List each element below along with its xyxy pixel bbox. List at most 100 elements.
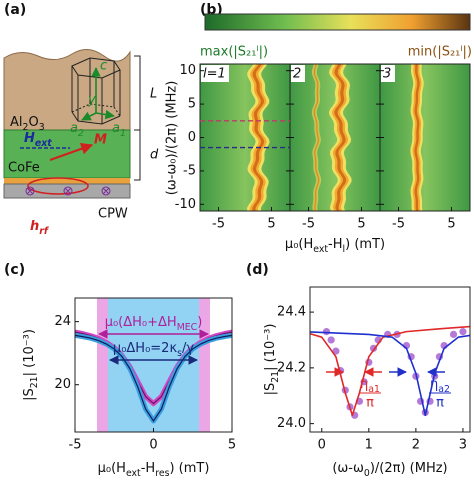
- x-tick-label: 2: [412, 438, 420, 453]
- text-part: a1: [368, 384, 380, 395]
- subpanel-label: 2: [293, 67, 301, 82]
- text-part: h: [30, 219, 39, 234]
- crystal-cell: [71, 57, 121, 125]
- resonance-stripe: [252, 64, 265, 211]
- text-part: O: [28, 115, 38, 130]
- field-label: Hext: [24, 131, 52, 150]
- text-part: 21: [29, 376, 40, 388]
- text-part: Al: [10, 115, 23, 130]
- text-part: |S: [22, 388, 37, 401]
- text-part: η: [430, 377, 438, 392]
- fraction-numerator: ηa2: [430, 377, 450, 396]
- data-point: [327, 336, 335, 344]
- substrate-layer: [3, 49, 131, 131]
- spacer-layer: [4, 178, 130, 184]
- text-part: -H: [328, 237, 342, 252]
- text-part: l: [343, 244, 346, 255]
- plot-area: [75, 298, 232, 432]
- waveguide-layer: [3, 183, 131, 199]
- fraction-denominator: π: [436, 396, 444, 411]
- text-part: (ω-ω: [332, 461, 364, 476]
- thickness-label: d: [150, 148, 159, 163]
- text-part: | (10⁻³): [22, 329, 37, 376]
- x-tick-label: -5: [392, 217, 405, 232]
- y-axis-label: |S21| (10⁻³): [263, 324, 282, 396]
- y-tick-label: 24.0: [277, 416, 306, 431]
- y-tick-label: 20: [54, 377, 71, 392]
- data-point: [459, 328, 467, 336]
- y-axis-label: |S21| (10⁻³): [22, 329, 41, 401]
- text-part: η: [360, 377, 368, 392]
- data-point: [449, 330, 458, 339]
- text-part: |S: [263, 383, 278, 396]
- fraction-numerator: ηa1: [360, 377, 380, 396]
- x-tick-label: -5: [69, 438, 82, 453]
- text-part: /γ: [182, 341, 194, 356]
- film-label: CoFe: [8, 161, 40, 176]
- text-part: 1: [120, 128, 126, 139]
- text-part: a: [70, 121, 78, 136]
- series-line: [310, 331, 470, 417]
- y-tick-label: 24: [54, 314, 71, 329]
- x-tick-label: -5: [302, 217, 315, 232]
- resonance-stripe: [331, 64, 349, 211]
- text-part: rf: [39, 226, 50, 237]
- text-part: 2: [78, 128, 84, 139]
- subpanel-tag-bg: [381, 65, 395, 82]
- resonance-stripe: [312, 64, 321, 211]
- colorbar-label: max(|S₂₁ˡ|): [200, 45, 268, 60]
- text-part: H: [24, 131, 35, 146]
- panel-label: (c): [4, 262, 25, 278]
- annotation: μ₀ΔH₀=2κs/γ: [113, 341, 194, 360]
- x-tick-label: 5: [228, 438, 236, 453]
- fraction-denominator: π: [366, 396, 374, 411]
- text-part: -H: [141, 461, 155, 476]
- y-tick-label: 10: [179, 63, 196, 78]
- subpanel-label: l=1: [203, 67, 226, 82]
- spectrum-map: [380, 64, 470, 211]
- text-part: μ₀(ΔH₀+ΔH: [105, 315, 177, 330]
- plot-frame: [309, 286, 471, 433]
- resonance-stripe: [334, 64, 347, 211]
- substrate-label: Al2O3: [10, 115, 45, 134]
- text-part: ext: [126, 468, 141, 479]
- subpanel-tag-bg: [201, 65, 229, 82]
- y-tick-label: 0: [188, 130, 196, 145]
- text-part: μ₀ΔH₀=2κ: [113, 341, 178, 356]
- text-part: μ₀(H: [98, 461, 126, 476]
- fit-line: [75, 334, 232, 423]
- text-part: 21: [270, 371, 281, 383]
- waveguide-label: CPW: [98, 207, 128, 222]
- subpanel-tag-bg: [291, 65, 305, 82]
- y-tick-label: -5: [183, 163, 196, 178]
- text-part: ext: [313, 244, 328, 255]
- crystal-axes: [81, 67, 115, 121]
- x-tick-label: 3: [459, 438, 467, 453]
- magnetization-arrow: [49, 142, 94, 161]
- text-part: ) (mT): [169, 461, 209, 476]
- magnetization-label: M: [94, 133, 107, 148]
- panel-label: (a): [4, 2, 26, 18]
- x-tick-label: 0: [149, 438, 157, 453]
- y-tick-label: 24.2: [277, 360, 306, 375]
- x-tick-label: 0: [318, 438, 326, 453]
- thickness-brackets: [134, 55, 141, 181]
- text-part: ext: [35, 138, 52, 149]
- text-part: a2: [438, 384, 450, 395]
- text-part: )/(2π) (MHz): [370, 461, 448, 476]
- text-part: ): [197, 315, 202, 330]
- annotation: μ₀(ΔH₀+ΔHMEC): [105, 315, 203, 334]
- x-tick-label: -5: [212, 217, 225, 232]
- text-part: s: [177, 348, 182, 359]
- text-part: res: [155, 468, 169, 479]
- text-part: a: [112, 121, 120, 136]
- spectrum-map: [200, 64, 290, 211]
- text-part: 3: [39, 122, 45, 133]
- resonance-stripe: [313, 64, 320, 211]
- resonance-stripe: [414, 64, 420, 211]
- axis-label: a2: [70, 121, 84, 140]
- text-part: 2: [23, 122, 29, 133]
- waveguide-currents: [25, 186, 111, 196]
- y-axis-label: (ω-ω₀)/(2π) (MHz): [165, 81, 180, 196]
- x-tick-label: 5: [267, 217, 275, 232]
